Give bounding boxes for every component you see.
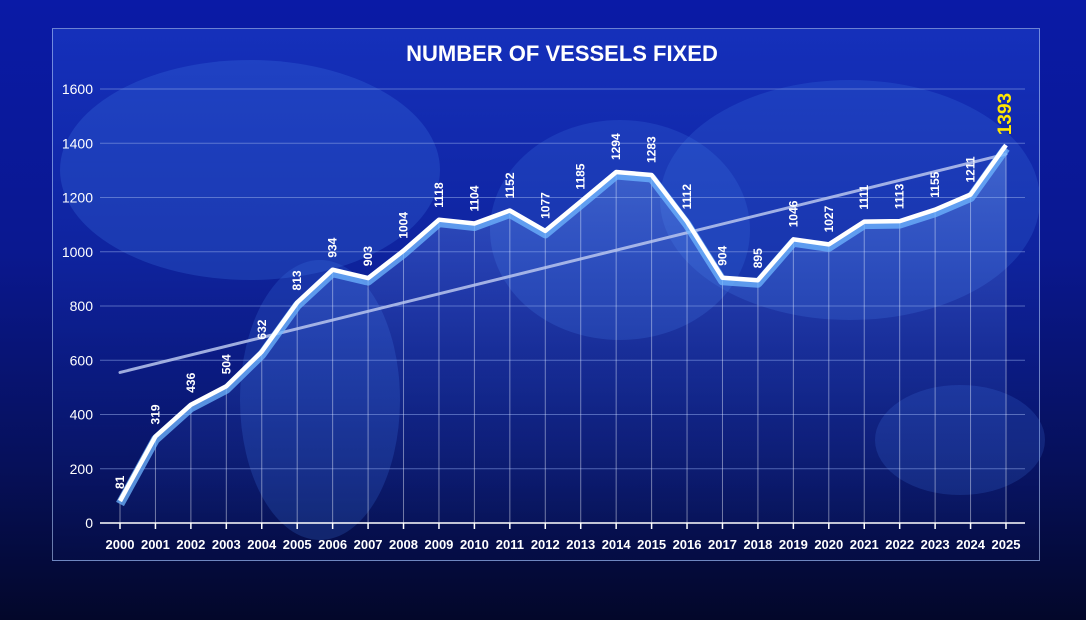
highlight-data-label: 1393: [995, 93, 1016, 135]
y-tick-label: 800: [70, 298, 94, 314]
x-tick-label: 2019: [779, 537, 808, 552]
data-label: 1294: [609, 133, 623, 160]
data-label: 934: [326, 237, 340, 257]
x-tick-label: 2023: [921, 537, 950, 552]
data-label: 1152: [503, 172, 517, 198]
y-tick-label: 400: [70, 407, 94, 423]
x-tick-label: 2022: [885, 537, 914, 552]
x-tick-label: 2000: [106, 537, 135, 552]
data-label: 1155: [928, 171, 942, 197]
y-tick-label: 600: [70, 352, 94, 368]
x-tick-label: 2003: [212, 537, 241, 552]
x-tick-label: 2009: [424, 537, 453, 552]
data-label: 813: [290, 270, 304, 290]
data-label: 81: [113, 475, 127, 489]
series-line: [118, 143, 1008, 503]
trend-line: [118, 152, 1008, 374]
data-label: 632: [255, 319, 269, 339]
x-tick-label: 2015: [637, 537, 666, 552]
data-label: 319: [148, 404, 162, 424]
x-tick-label: 2013: [566, 537, 595, 552]
data-label: 1046: [786, 200, 800, 227]
data-label: 1118: [432, 182, 446, 208]
data-label: 436: [184, 372, 198, 392]
data-label: 1027: [822, 205, 836, 232]
data-label: 895: [751, 248, 765, 268]
x-tick-label: 2008: [389, 537, 418, 552]
x-tick-label: 2002: [176, 537, 205, 552]
data-labels: 81 319 436 504 632 813 934 903 1004 1118 1104 1152 1…: [113, 93, 1016, 489]
data-label: 1283: [645, 136, 659, 163]
chart-title: NUMBER OF VESSELS FIXED: [406, 41, 718, 66]
data-label: 904: [715, 245, 729, 265]
y-tick-label: 1200: [62, 190, 93, 206]
data-label: 504: [219, 354, 233, 374]
y-tick-label: 1600: [62, 81, 93, 97]
x-tick-label: 2001: [141, 537, 170, 552]
x-tick-label: 2025: [992, 537, 1021, 552]
x-tick-label: 2014: [602, 537, 632, 552]
x-tick-label: 2005: [283, 537, 312, 552]
x-tick-label: 2010: [460, 537, 489, 552]
data-label: 1211: [964, 156, 978, 182]
x-tick-label: 2017: [708, 537, 737, 552]
area-fill: [120, 145, 1006, 523]
y-tick-label: 1400: [62, 135, 93, 151]
data-label: 1104: [467, 185, 481, 211]
data-label: 1111: [857, 185, 871, 210]
x-tick-label: 2011: [496, 537, 524, 552]
x-tick-label: 2016: [673, 537, 702, 552]
x-axis: 2000 2001 2002 2003 2004 2005 2006 2007 2008 2009…: [106, 523, 1021, 552]
x-tick-label: 2024: [956, 537, 986, 552]
data-label: 1077: [538, 192, 552, 219]
x-tick-label: 2006: [318, 537, 347, 552]
y-tick-label: 1000: [62, 244, 93, 260]
x-tick-label: 2007: [354, 537, 383, 552]
x-tick-label: 2021: [850, 537, 879, 552]
x-tick-label: 2004: [247, 537, 277, 552]
data-label: 1113: [893, 183, 907, 209]
data-label: 903: [361, 246, 375, 266]
x-tick-label: 2012: [531, 537, 560, 552]
data-label: 1185: [574, 163, 588, 189]
data-label: 1004: [397, 212, 411, 239]
x-tick-label: 2018: [743, 537, 772, 552]
x-tick-label: 2020: [814, 537, 843, 552]
y-tick-label: 0: [85, 515, 93, 531]
y-tick-label: 200: [70, 461, 94, 477]
data-label: 1112: [680, 184, 694, 210]
y-axis: 0 200 400 600 800 1000 1200 1400 1600: [62, 81, 93, 531]
